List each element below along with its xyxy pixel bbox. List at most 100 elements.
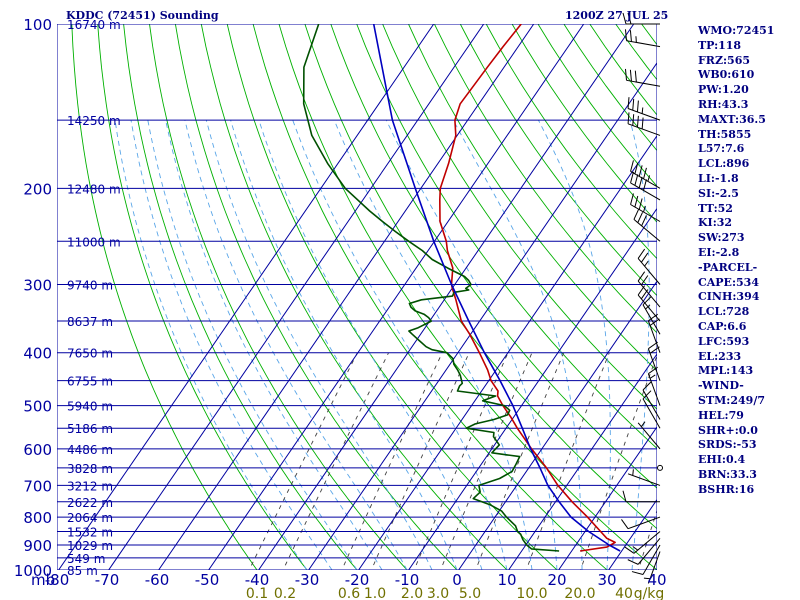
index-line: WB0:610 — [698, 68, 755, 82]
height-label: 9740 m — [67, 279, 113, 293]
wind-barb-feather — [640, 275, 649, 286]
pressure-tick-label: 600 — [23, 441, 52, 459]
height-label: 14250 m — [67, 114, 121, 128]
mixing-ratio-line — [341, 352, 443, 570]
sounding-traces — [302, 24, 621, 552]
dry-adiabat — [97, 24, 308, 570]
index-line: LFC:593 — [698, 334, 750, 348]
temperature-tick-label: -60 — [145, 571, 170, 589]
wind-barb-feather — [622, 12, 627, 25]
wind-barb-feather — [641, 215, 647, 227]
pressure-unit-label: mb — [31, 571, 55, 589]
wind-barb-half-feather — [644, 260, 649, 267]
mixing-ratio-line — [370, 352, 470, 570]
isotherm — [208, 24, 585, 570]
wind-barb-half-feather — [647, 175, 651, 182]
wind-barb-feather — [624, 68, 628, 81]
index-line: CAP:6.6 — [698, 319, 747, 333]
wind-barb-shaft — [630, 204, 661, 222]
isotherm — [158, 24, 535, 570]
wind-barb-feather — [648, 366, 658, 375]
wind-barb-feather — [638, 176, 643, 189]
wind-barb-feather — [641, 117, 644, 129]
wind-barb-shaft — [647, 348, 661, 381]
wind-barb — [643, 551, 661, 584]
dry-adiabat — [356, 24, 657, 449]
wind-barb — [630, 171, 661, 201]
wind-barb-half-feather — [643, 577, 651, 580]
pressure-tick-label: 200 — [23, 180, 52, 198]
wind-barb — [637, 421, 661, 450]
moist-adiabat — [114, 120, 308, 570]
index-line: FRZ:565 — [698, 53, 751, 67]
height-label: 1029 m — [67, 539, 113, 553]
wind-barb-feather — [632, 114, 635, 126]
pressure-tick-label: 1000 — [14, 562, 52, 580]
mixing-ratio-line — [440, 352, 533, 570]
index-line: EI:-2.8 — [698, 245, 740, 259]
index-line: BRN:33.3 — [698, 467, 757, 481]
dry-adiabat — [459, 24, 657, 297]
wind-barb-shaft — [647, 320, 661, 353]
wind-barb-feather — [629, 30, 632, 42]
index-line: CAPE:534 — [698, 275, 759, 289]
mixing-ratio-label: 40 — [615, 586, 633, 600]
dry-adiabat — [200, 24, 508, 570]
dry-adiabat — [382, 24, 657, 410]
wind-barb-shaft — [637, 294, 661, 322]
moist-adiabat — [165, 120, 383, 570]
index-line: LI:-1.8 — [698, 171, 739, 185]
height-label: 16740 m — [67, 18, 121, 32]
height-label: 7650 m — [67, 347, 113, 361]
wind-barb-feather — [627, 12, 632, 25]
temperature-tick-label: -70 — [95, 571, 120, 589]
wind-barb-shaft — [647, 551, 661, 584]
pressure-tick-label: 300 — [23, 277, 52, 295]
index-line: TH:5855 — [698, 127, 752, 141]
mixing-ratio-line — [475, 352, 565, 570]
wind-barb — [633, 208, 661, 242]
wind-barb-shaft — [630, 170, 661, 189]
wind-barb-feather — [630, 171, 634, 184]
wind-barb — [630, 193, 661, 222]
wind-barb — [642, 381, 661, 420]
mixing-ratio-label: 0.6 — [338, 586, 360, 600]
temperature-tick-label: 20 — [547, 571, 566, 589]
index-line: RH:43.3 — [698, 97, 749, 111]
wind-barb — [657, 464, 663, 471]
mixing-ratio-label: 0.1 — [246, 586, 268, 600]
wind-barb-feather — [640, 252, 649, 263]
pressure-tick-label: 900 — [23, 537, 52, 555]
wind-barb — [647, 313, 661, 353]
wind-barb-shaft — [637, 258, 661, 285]
wind-barb-feather — [633, 208, 640, 220]
index-line: SHR+:0.0 — [698, 423, 758, 437]
index-line: BSHR:16 — [698, 482, 755, 496]
wind-barb-half-feather — [632, 546, 639, 551]
moist-adiabat — [656, 566, 657, 570]
grid — [57, 24, 657, 570]
dry-adiabat — [149, 24, 408, 570]
wind-barb-feather — [637, 271, 646, 282]
pressure-tick-label: 500 — [23, 398, 52, 416]
height-label: 549 m — [67, 552, 105, 566]
index-line: EHI:0.4 — [698, 453, 746, 467]
wind-barb — [621, 516, 661, 530]
wind-barb-half-feather — [640, 421, 646, 427]
wind-barb-shaft — [642, 389, 661, 420]
wind-barb-feather — [621, 519, 629, 530]
isotherm — [108, 24, 485, 570]
wind-barb-half-feather — [643, 205, 646, 213]
wind-barb-feather — [627, 97, 630, 109]
mixing-ratio-label: 0.2 — [274, 586, 296, 600]
index-line: KI:32 — [698, 216, 733, 230]
wind-barb-feather — [634, 195, 639, 208]
height-label: 2064 m — [67, 511, 113, 525]
index-line: STM:249/7 — [698, 393, 765, 407]
mixing-ratio-line — [282, 352, 390, 570]
moist-adiabat — [333, 119, 533, 570]
wind-barb-shaft — [642, 544, 661, 575]
